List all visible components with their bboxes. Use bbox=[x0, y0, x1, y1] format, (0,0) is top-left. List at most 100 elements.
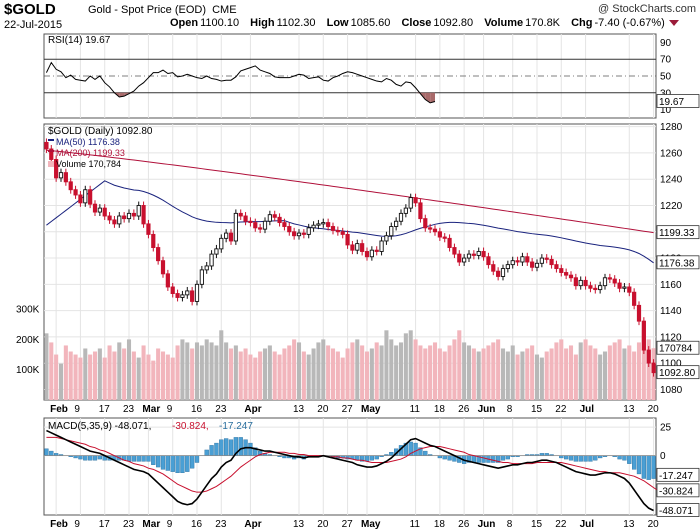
candle-body-109 bbox=[573, 277, 578, 287]
volume-bar-102 bbox=[539, 357, 544, 400]
change-value: -7.40 (-0.67%) bbox=[594, 17, 665, 29]
candle-body-58 bbox=[326, 222, 331, 227]
candle-body-12 bbox=[102, 207, 107, 217]
candle-body-21 bbox=[146, 223, 151, 235]
volume-bar-92 bbox=[491, 342, 496, 400]
macd-x-label-5: 9 bbox=[167, 519, 173, 530]
volume-bar-41 bbox=[243, 348, 248, 400]
macd-x-label-21: 13 bbox=[623, 519, 635, 530]
candle-body-42 bbox=[248, 220, 253, 224]
candle-body-79 bbox=[428, 227, 433, 230]
volume-bar-97 bbox=[515, 354, 520, 400]
volume-bar-58 bbox=[326, 345, 331, 400]
macd-last-tag: -48.071 bbox=[659, 506, 693, 517]
volume-bar-72 bbox=[394, 345, 399, 400]
volume-bar-99 bbox=[525, 348, 530, 400]
stockcharts-credit[interactable]: @ StockCharts.com bbox=[598, 3, 696, 15]
candle-body-20 bbox=[141, 205, 146, 225]
candle-body-98 bbox=[520, 256, 525, 263]
volume-bar-22 bbox=[151, 360, 156, 400]
volume-bar-95 bbox=[505, 351, 510, 400]
candle-body-24 bbox=[160, 260, 166, 275]
price-x-label-22: 20 bbox=[648, 404, 660, 415]
price-x-label-11: 27 bbox=[342, 404, 354, 415]
volume-bar-61 bbox=[340, 357, 345, 400]
volume-bar-115 bbox=[602, 351, 608, 400]
ma50-legend-swatch bbox=[48, 139, 54, 141]
price-x-label-10: 20 bbox=[317, 404, 329, 415]
candle-body-8 bbox=[83, 189, 88, 204]
change-label: Chg bbox=[571, 17, 593, 29]
candle-body-32 bbox=[199, 269, 204, 285]
volume-bar-26 bbox=[170, 357, 175, 400]
candle-body-19 bbox=[136, 205, 141, 217]
rsi-oversold-fill-79 bbox=[430, 92, 435, 103]
volume-bar-35 bbox=[214, 345, 219, 400]
price-x-label-3: 23 bbox=[123, 404, 135, 415]
volume-bar-53 bbox=[301, 351, 306, 400]
candle-body-108 bbox=[568, 274, 574, 279]
candle-body-111 bbox=[583, 279, 588, 287]
candle-body-76 bbox=[413, 197, 418, 204]
volume-bar-70 bbox=[384, 330, 389, 400]
price-x-label-12: May bbox=[361, 404, 381, 415]
macd-hist-bar-19 bbox=[136, 455, 141, 462]
macd-x-label-2: 17 bbox=[99, 519, 111, 530]
macd-hist-bar-33 bbox=[204, 449, 209, 456]
volume-bar-9 bbox=[88, 354, 93, 400]
volume-bar-34 bbox=[209, 342, 214, 400]
volume-bar-7 bbox=[78, 357, 83, 400]
candle-body-94 bbox=[500, 268, 506, 277]
volume-bar-93 bbox=[496, 339, 501, 400]
macd-signal-last-tag-box bbox=[656, 483, 700, 498]
candle-body-49 bbox=[282, 222, 287, 227]
candle-body-53 bbox=[301, 232, 306, 235]
macd-hist-bar-21 bbox=[146, 455, 151, 462]
macd-hist-bar-67 bbox=[369, 455, 374, 461]
macd-hist-bar-29 bbox=[185, 455, 190, 472]
macd-x-label-8: Apr bbox=[244, 519, 261, 530]
ma50-line bbox=[46, 180, 654, 264]
candle-body-110 bbox=[578, 279, 583, 287]
volume-y-tick-2: 100K bbox=[16, 365, 40, 376]
candle-body-13 bbox=[107, 215, 112, 221]
volume-bar-27 bbox=[175, 345, 180, 400]
price-y-tick-10: 1080 bbox=[660, 385, 683, 396]
ma50-last-tag-box bbox=[656, 255, 700, 270]
volume-y-tick-1: 200K bbox=[16, 335, 40, 346]
candle-body-106 bbox=[559, 268, 564, 273]
macd-hist-bar-10 bbox=[92, 455, 98, 461]
candle-body-107 bbox=[564, 272, 569, 276]
close-value: 1092.80 bbox=[433, 17, 474, 29]
volume-legend-label: Volume 170,784 bbox=[56, 159, 121, 169]
macd-hist-bar-76 bbox=[413, 442, 418, 456]
macd-hist-bar-34 bbox=[209, 445, 214, 456]
volume-bar-11 bbox=[97, 348, 102, 400]
volume-bar-118 bbox=[617, 339, 622, 400]
candle-body-101 bbox=[534, 262, 540, 268]
volume-bar-8 bbox=[83, 348, 88, 400]
macd-hist-bar-110 bbox=[578, 455, 583, 462]
candle-body-113 bbox=[593, 287, 598, 291]
candle-body-0 bbox=[44, 141, 49, 150]
candle-body-22 bbox=[151, 233, 156, 248]
volume-bar-94 bbox=[500, 348, 506, 400]
macd-hist-last-tag-box bbox=[656, 467, 700, 482]
price-x-label-9: 13 bbox=[293, 404, 305, 415]
volume-bar-98 bbox=[520, 351, 525, 400]
candle-body-47 bbox=[272, 214, 277, 218]
macd-hist-bar-17 bbox=[126, 455, 132, 462]
volume-bar-123 bbox=[641, 330, 646, 400]
candle-body-29 bbox=[185, 290, 190, 296]
macd-x-label-1: 9 bbox=[74, 519, 80, 530]
ma200-line bbox=[46, 149, 654, 234]
volume-bar-56 bbox=[316, 342, 321, 400]
rsi-y-tick-0: 90 bbox=[660, 38, 672, 49]
candle-body-87 bbox=[466, 253, 472, 259]
macd-hist-bar-0 bbox=[44, 448, 49, 456]
candle-body-6 bbox=[73, 189, 78, 196]
candle-body-55 bbox=[311, 224, 316, 229]
price-x-label-5: 9 bbox=[167, 404, 173, 415]
volume-bar-105 bbox=[554, 342, 559, 400]
price-title: $GOLD (Daily) 1092.80 bbox=[48, 126, 153, 137]
